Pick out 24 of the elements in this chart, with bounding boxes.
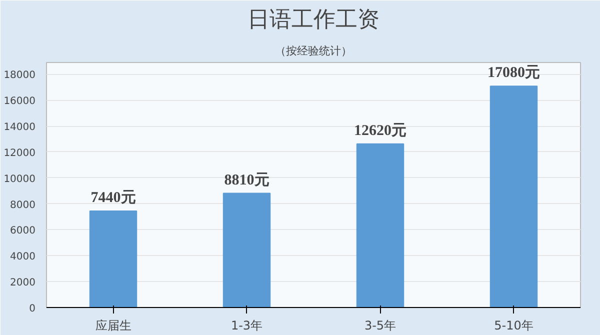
y-tick-label: 4000 xyxy=(10,252,36,263)
y-tick-label: 6000 xyxy=(10,226,36,237)
x-tick-label: 5-10年 xyxy=(494,318,534,332)
data-label: 12620元 xyxy=(354,122,406,139)
x-tick-label: 3-5年 xyxy=(364,318,396,332)
bar xyxy=(356,143,404,308)
bar xyxy=(490,86,538,308)
y-tick-label: 14000 xyxy=(4,122,36,134)
y-tick-label: 8000 xyxy=(10,200,36,211)
x-tick-label: 1-3年 xyxy=(230,318,263,332)
y-tick-label: 10000 xyxy=(4,174,36,185)
y-tick-label: 16000 xyxy=(4,96,36,108)
y-tick-label: 0 xyxy=(29,304,36,314)
data-label: 7440元 xyxy=(90,189,136,206)
x-tick-label: 应届生 xyxy=(95,318,132,332)
y-tick-label: 18000 xyxy=(4,70,36,82)
chart-title: 日语工作工资 xyxy=(248,8,380,32)
y-tick-label: 12000 xyxy=(4,148,36,159)
y-tick-label: 2000 xyxy=(10,278,36,289)
chart-subtitle: （按经验统计） xyxy=(275,44,352,58)
data-label: 8810元 xyxy=(224,171,270,188)
bar xyxy=(222,192,271,308)
data-label: 17080元 xyxy=(488,64,540,82)
bar xyxy=(89,210,138,308)
